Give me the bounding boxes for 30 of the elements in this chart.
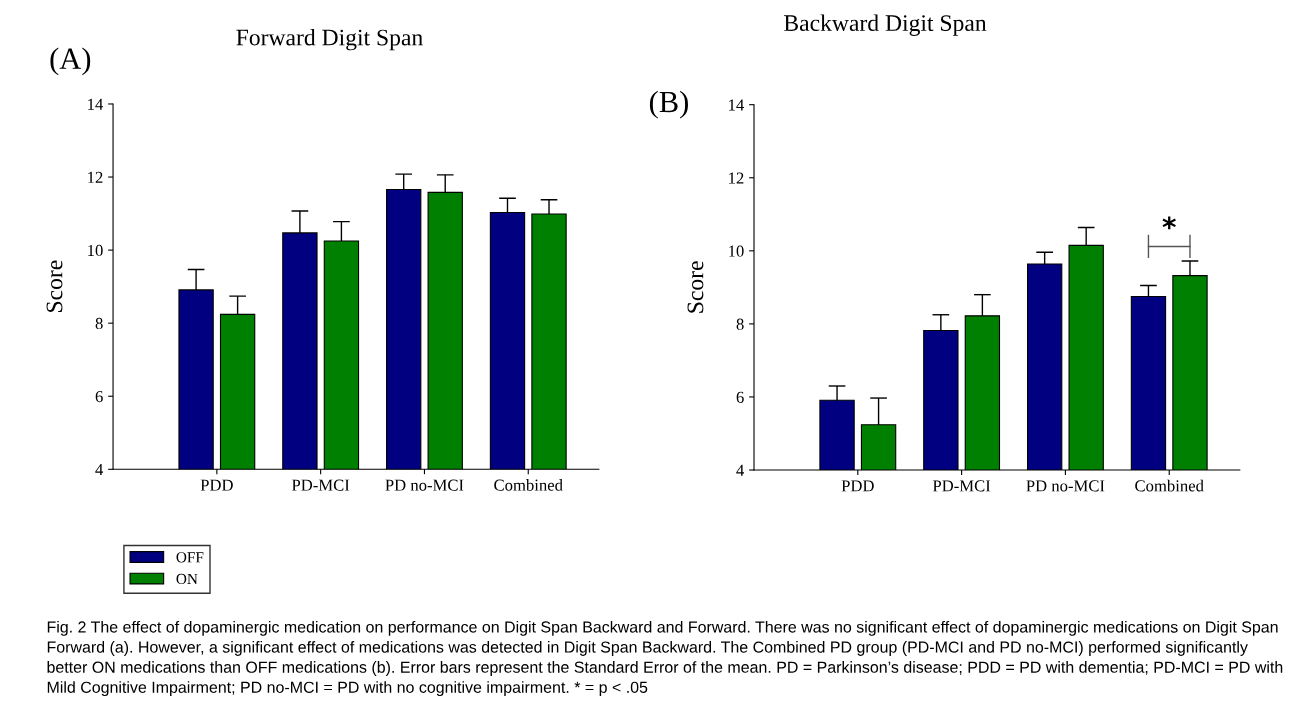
y-tick-label: 6 bbox=[95, 390, 103, 403]
x-tick-label: PDD bbox=[200, 479, 233, 491]
x-tick-label: PD no-MCI bbox=[385, 479, 464, 491]
y-tick-label: 14 bbox=[88, 98, 104, 110]
y-tick-label: 14 bbox=[729, 99, 745, 111]
y-tick-label: 4 bbox=[95, 464, 104, 476]
chart-title: Backward Digit Span bbox=[784, 14, 987, 36]
x-tick-label: Combined bbox=[494, 479, 563, 491]
y-tick-label: 10 bbox=[729, 245, 744, 257]
y-axis-title: Score bbox=[687, 261, 704, 313]
legend-label: ON bbox=[176, 573, 198, 585]
y-tick-label: 8 bbox=[95, 317, 103, 330]
text: (B) bbox=[649, 90, 688, 119]
y-axis-title: Score bbox=[46, 260, 63, 312]
x-tick-label: PD no-MCI bbox=[1026, 480, 1105, 492]
x-tick-label: PD-MCI bbox=[932, 480, 991, 492]
chart-title: Forward Digit Span bbox=[236, 28, 423, 51]
y-tick-label: 12 bbox=[88, 171, 103, 183]
y-tick-label: 8 bbox=[736, 318, 744, 330]
annotation: * bbox=[1162, 216, 1176, 230]
y-tick-label: 10 bbox=[88, 244, 103, 257]
y-tick-label: 12 bbox=[729, 172, 744, 184]
x-tick-label: PD-MCI bbox=[291, 479, 350, 491]
text: (A) bbox=[50, 47, 91, 76]
legend-label: OFF bbox=[176, 552, 204, 563]
y-tick-label: 4 bbox=[736, 464, 745, 476]
y-tick-label: 6 bbox=[736, 391, 744, 403]
caption: Fig. 2 The effect of dopaminergic medication on performance on Digit Span Backward and Forward. There was no significant effect of dopaminergic medications on Digit Span Forward (a). However, a significant effect of medications was detected in Digit Span Backward. The Combined PD group (PD-MCI and PD no-MCI) performed significantly better ON medications than OFF medications (b). Error bars represent the Standard Error of the mean. PD = Parkinson’s disease; PDD = PD with dementia; PD-MCI = PD with Mild Cognitive Impairment; PD no-MCI = PD with no cognitive impairment. * = p < .05 bbox=[47, 620, 1283, 697]
x-tick-label: PDD bbox=[841, 480, 874, 492]
x-tick-label: Combined bbox=[1135, 479, 1204, 492]
